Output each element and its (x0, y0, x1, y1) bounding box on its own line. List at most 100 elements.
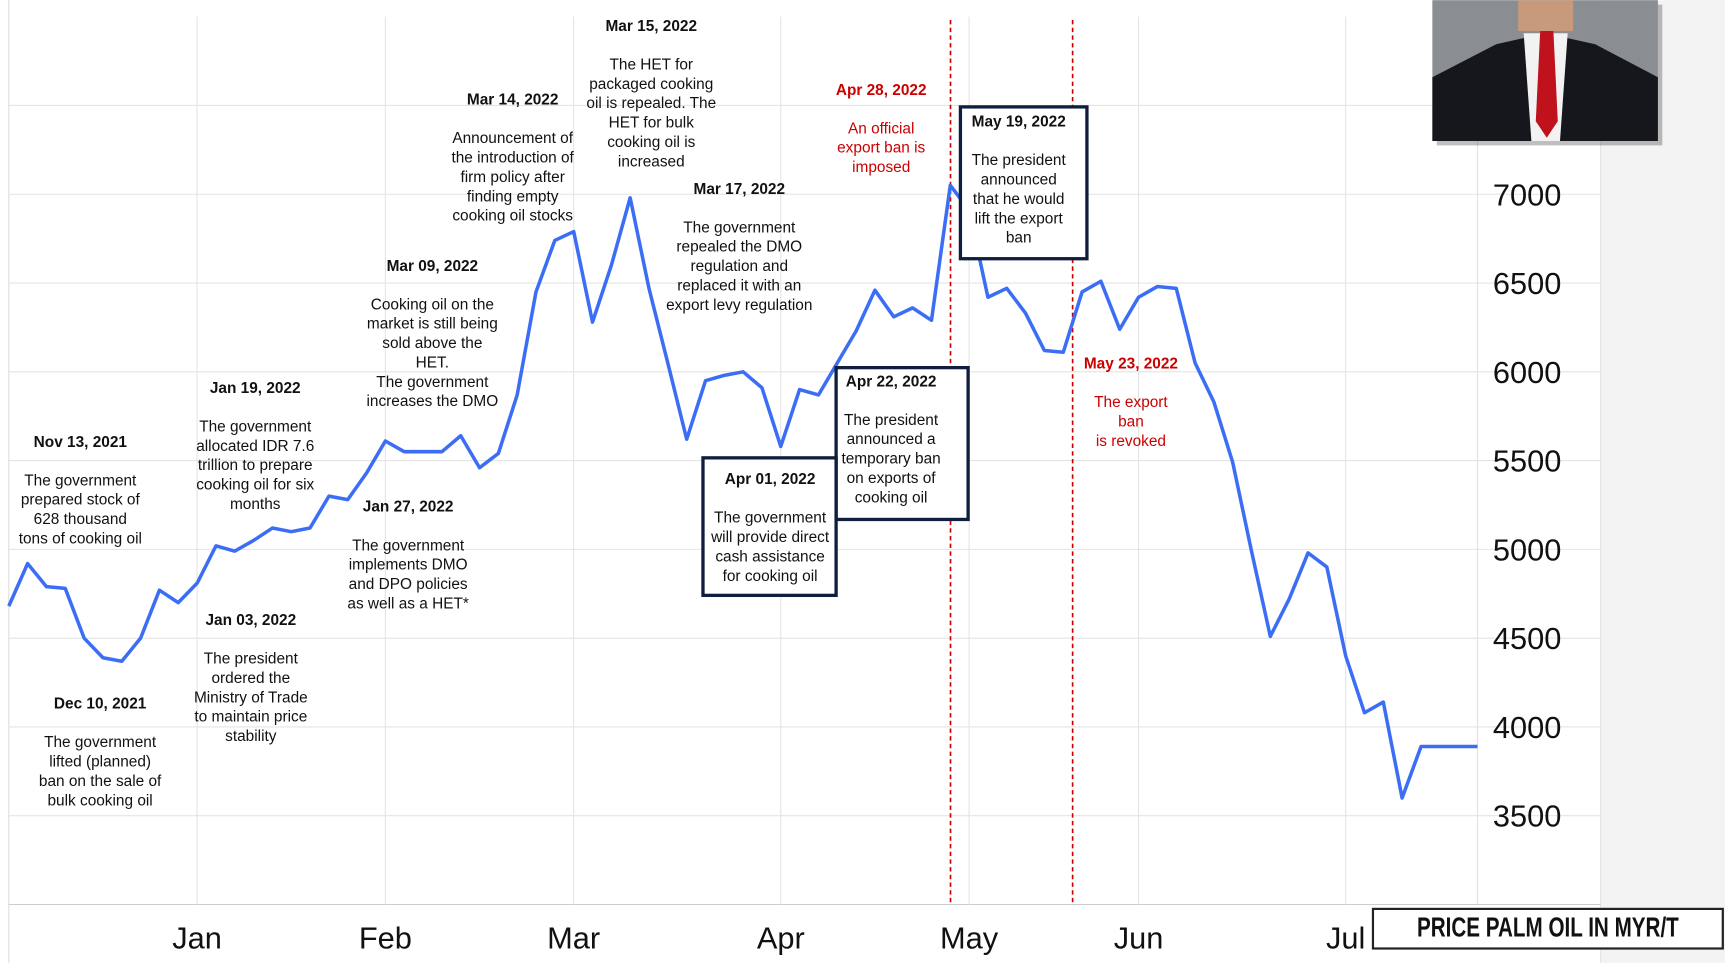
annotation-date: Jan 27, 2022 (363, 499, 454, 516)
annotation-text: is revoked (1096, 433, 1166, 450)
annotation-text: announced a (847, 431, 936, 448)
annotation: Apr 28, 2022 An official export ban is impo… (836, 82, 927, 176)
annotation-text: The government (44, 734, 157, 751)
annotation: Mar 09, 2022 Cooking oil on the market is … (366, 258, 498, 410)
annotation-text: and DPO policies (349, 576, 468, 593)
annotation-box (701, 456, 838, 598)
annotations: Nov 13, 2021 The government prepared stock… (19, 18, 1178, 809)
annotation: May 23, 2022 The export ban is revoked (1084, 356, 1178, 450)
annotation-text: Announcement of (452, 130, 573, 147)
annotation: Apr 01, 2022 The government will provide d… (701, 456, 838, 598)
annotation-text: sold above the (382, 335, 482, 352)
annotation-text: increases the DMO (366, 393, 498, 410)
photo-face (1518, 0, 1574, 31)
annotation: Jan 27, 2022 The government implements DMO… (347, 499, 468, 613)
annotation: Jan 03, 2022 The president ordered the Mini… (194, 612, 308, 745)
y-tick-label: 4500 (1493, 621, 1562, 656)
annotation-text: market is still being (367, 316, 498, 333)
annotation-text: oil is repealed. The (586, 95, 716, 112)
annotation-text: lift the export (975, 210, 1064, 227)
annotation-text: as well as a HET* (347, 595, 468, 612)
annotation-date: Mar 09, 2022 (387, 258, 479, 275)
annotation-text: The government (199, 418, 312, 435)
x-tick-label: Jun (1114, 921, 1164, 956)
annotation-text: that he would (973, 191, 1065, 208)
annotation-text: The government (24, 472, 137, 489)
annotation-text: The government (683, 219, 796, 236)
annotation-text: cooking oil is (607, 134, 695, 151)
annotation-box (834, 365, 970, 522)
annotation-text: increased (618, 153, 685, 170)
y-tick-label: 6000 (1493, 355, 1562, 390)
annotation-text: The president (844, 412, 939, 429)
annotation: Dec 10, 2021 The government lifted (planne… (39, 696, 162, 810)
annotation-text: The president (972, 152, 1067, 169)
annotation-text: Cooking oil on the (371, 296, 494, 313)
annotation-text: 628 thousand (34, 511, 127, 528)
photo (1432, 0, 1663, 146)
annotation-text: temporary ban (841, 451, 940, 468)
annotation-date: Apr 28, 2022 (836, 82, 927, 99)
annotation-text: for cooking oil (723, 568, 818, 585)
annotation-date: Jan 03, 2022 (205, 612, 296, 629)
annotation-text: the introduction of (451, 150, 574, 167)
grid: 350040004500500055006000650070007500JanF… (8, 16, 1601, 956)
annotation-text: lifted (planned) (49, 754, 151, 771)
y-tick-label: 3500 (1493, 799, 1562, 834)
annotation-text: Ministry of Trade (194, 689, 308, 706)
annotation-text: prepared stock of (21, 492, 141, 509)
annotation-text: implements DMO (349, 557, 468, 574)
annotation-date: May 19, 2022 (972, 114, 1066, 131)
annotation-text: bulk cooking oil (47, 792, 152, 809)
annotation-text: allocated IDR 7.6 (196, 438, 314, 455)
x-tick-label: May (940, 921, 999, 956)
annotation-text: stability (225, 728, 277, 745)
y-tick-label: 4000 (1493, 710, 1562, 745)
side-panel (1600, 0, 1725, 963)
annotation-date: Apr 01, 2022 (725, 471, 816, 488)
annotation-text: packaged cooking (589, 76, 713, 93)
annotation-date: Mar 17, 2022 (694, 181, 786, 198)
chart-title: PRICE PALM OIL IN MYR/T (1417, 911, 1679, 942)
annotation-text: firm policy after (460, 169, 564, 186)
y-tick-label: 7000 (1493, 177, 1562, 212)
plot (7, 183, 1478, 800)
annotation-text: The government (376, 374, 489, 391)
annotation-text: ban on the sale of (39, 773, 162, 790)
annotation-text: export ban is (837, 140, 925, 157)
annotation-text: announced (981, 172, 1057, 189)
annotation-text: trillion to prepare (198, 457, 313, 474)
annotation-text: The HET for (610, 57, 694, 74)
x-tick-label: Mar (547, 921, 600, 956)
annotation-text: tons of cooking oil (19, 530, 142, 547)
annotation-text: The government (714, 510, 827, 527)
annotation-text: months (230, 496, 281, 513)
annotation-date: Apr 22, 2022 (846, 373, 937, 390)
annotation-text: The government (352, 537, 465, 554)
price-line (7, 183, 1478, 800)
annotation-text: repealed the DMO (676, 239, 802, 256)
y-tick-label: 5500 (1493, 444, 1562, 479)
annotation-date: Dec 10, 2021 (54, 696, 147, 713)
annotation-text: cooking oil stocks (452, 208, 573, 225)
x-tick-label: Feb (359, 921, 412, 956)
annotation-text: export levy regulation (666, 297, 812, 314)
annotation: Mar 14, 2022 Announcement of the introduct… (451, 92, 574, 225)
annotation-text: An official (848, 120, 914, 137)
annotation-date: Jan 19, 2022 (210, 380, 301, 397)
annotation-text: replaced it with an (677, 277, 801, 294)
annotation: Mar 15, 2022 The HET for packaged cooking o… (586, 18, 716, 170)
annotation: May 19, 2022 The president announced that h… (958, 105, 1089, 261)
annotation-text: The export (1094, 394, 1168, 411)
annotation-text: to maintain price (194, 709, 307, 726)
annotation-date: Mar 14, 2022 (467, 92, 559, 109)
y-tick-label: 5000 (1493, 532, 1562, 567)
annotation-text: cooking oil (855, 489, 928, 506)
annotation-text: HET. (416, 354, 449, 371)
x-tick-label: Jul (1326, 921, 1365, 956)
annotation-text: cash assistance (715, 548, 825, 565)
annotation-text: ban (1118, 414, 1144, 431)
annotation-date: Mar 15, 2022 (605, 18, 697, 35)
annotation-text: The president (204, 651, 299, 668)
